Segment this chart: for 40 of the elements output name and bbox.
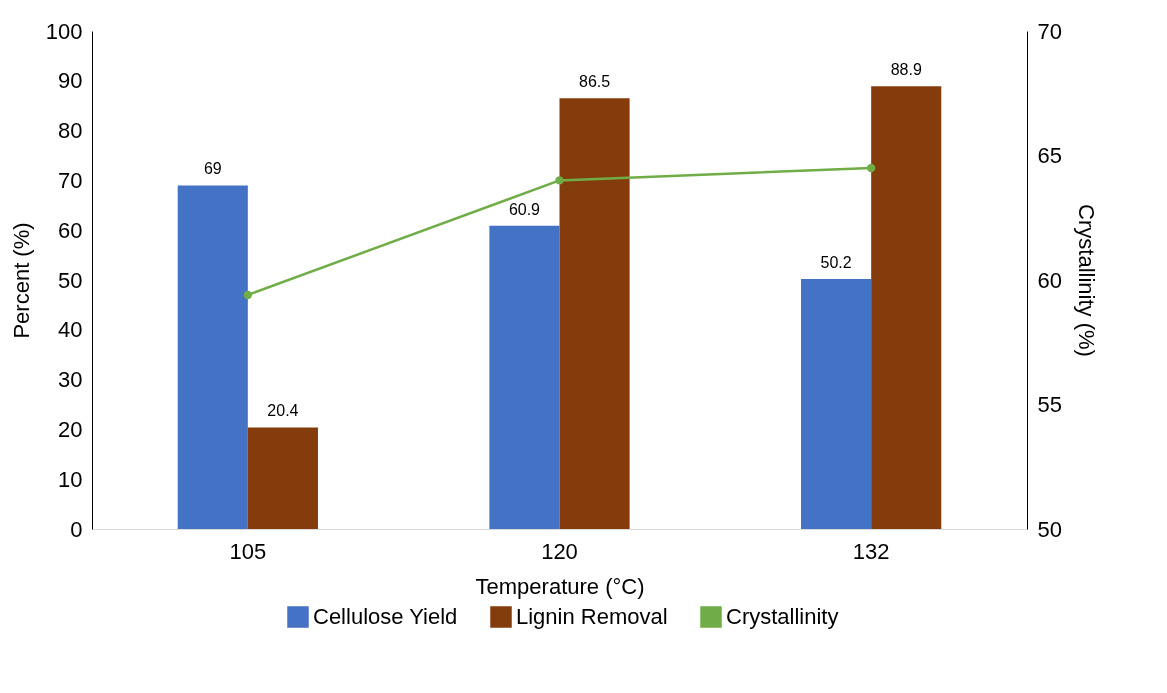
y2-tick-label: 65 — [1037, 143, 1062, 168]
legend-label: Crystallinity — [726, 604, 839, 629]
data-label: 50.2 — [820, 254, 852, 271]
y-tick-label: 0 — [70, 516, 83, 542]
y-tick-label: 100 — [45, 18, 83, 44]
data-label: 88.9 — [890, 61, 922, 79]
x-tick-label: 132 — [852, 538, 890, 564]
legend-label: Cellulose Yield — [313, 604, 458, 629]
point — [866, 163, 876, 173]
data-label: 60.9 — [508, 200, 541, 218]
y-tick-label: 70 — [58, 167, 83, 193]
legend-label: Lignin Removal — [516, 604, 668, 629]
y2-tick-label: 55 — [1037, 392, 1062, 417]
y-tick-label: 10 — [58, 466, 83, 492]
x-axis-title: Temperature (°C) — [475, 573, 645, 599]
y2-tick-label: 70 — [1037, 18, 1062, 44]
y-tick-label: 40 — [58, 317, 83, 343]
y-tick-label: 80 — [58, 118, 83, 144]
point — [555, 176, 564, 185]
bar — [177, 185, 248, 529]
data-label: 69 — [203, 160, 222, 178]
y2-tick-label: 50 — [1037, 516, 1062, 542]
y2-axis-title: Crystallinity (%) — [1073, 204, 1099, 357]
data-label: 86.5 — [578, 73, 611, 91]
bar — [801, 279, 872, 529]
data-label: 20.4 — [267, 402, 299, 420]
x-tick-label: 105 — [229, 538, 267, 564]
bar — [247, 427, 318, 529]
y-tick-label: 90 — [58, 68, 83, 94]
bar — [489, 225, 560, 529]
y2-tick-label: 60 — [1037, 267, 1062, 293]
bar — [559, 98, 630, 529]
y-tick-label: 60 — [58, 217, 83, 243]
point — [243, 290, 253, 300]
y-tick-label: 20 — [58, 416, 83, 442]
y-tick-label: 30 — [58, 367, 83, 393]
bar — [871, 86, 942, 529]
y-tick-label: 50 — [58, 267, 83, 293]
x-tick-label: 120 — [541, 538, 578, 564]
y-axis-title: Percent (%) — [8, 222, 34, 339]
